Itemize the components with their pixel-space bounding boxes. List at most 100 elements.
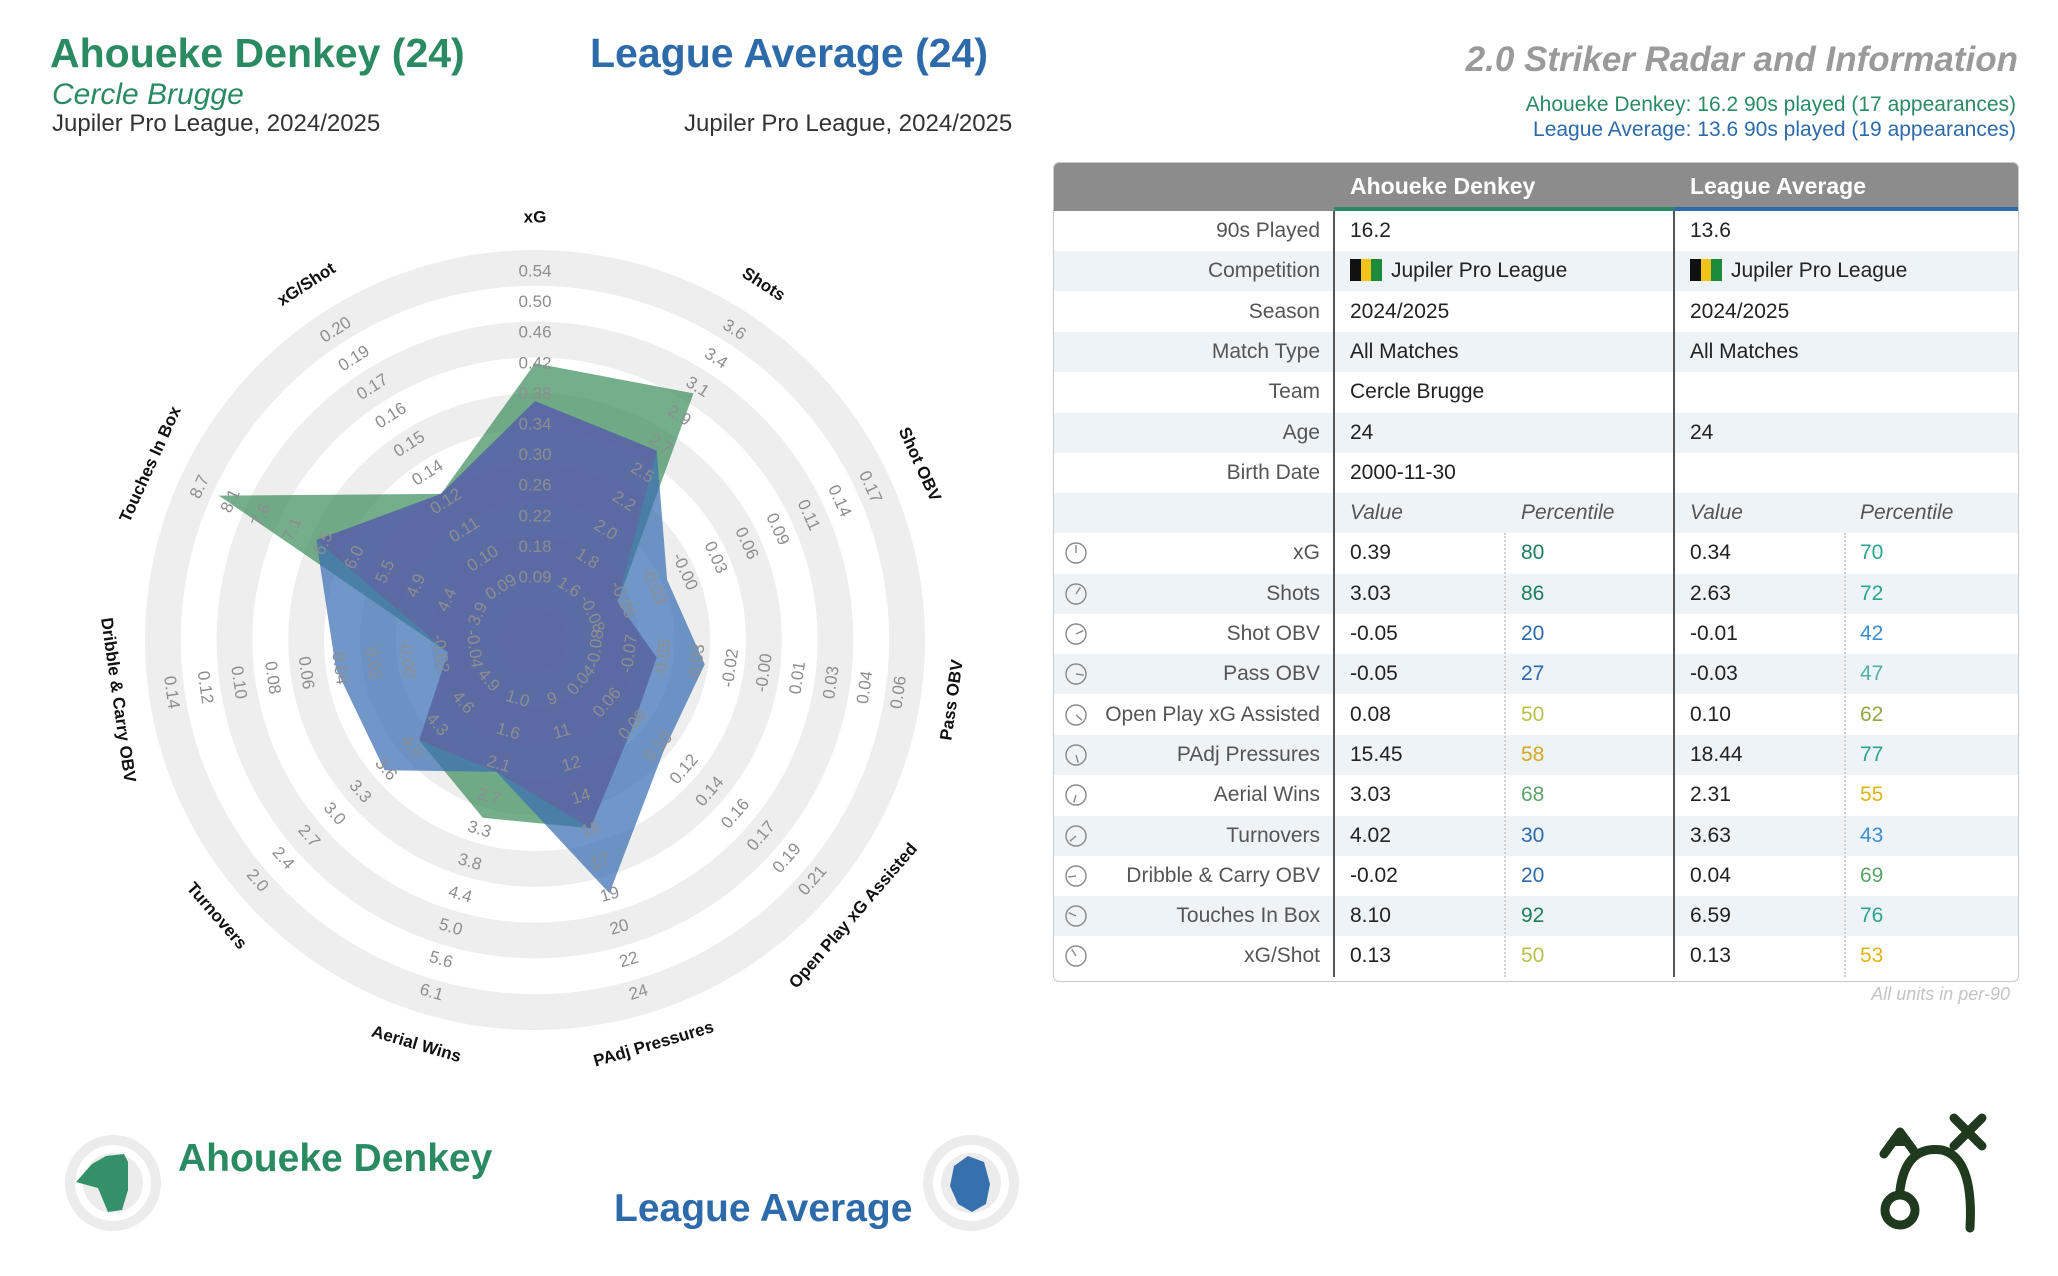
radar-tick-label: 0.38	[518, 384, 551, 403]
radar-axis-label: Pass OBV	[936, 658, 966, 742]
table-row: Aerial Wins 3.03 68 2.31 55	[1054, 775, 2018, 815]
row-label: Birth Date	[1226, 460, 1320, 484]
player-legend-radar-icon	[65, 1135, 161, 1231]
metric-label: Dribble & Carry OBV	[1126, 863, 1320, 887]
player-percentile: 27	[1521, 662, 1545, 686]
radar-tick-label: 0.42	[518, 353, 551, 372]
player-title: Ahoueke Denkey (24)	[50, 30, 465, 76]
radar-tick-label: 0.04	[853, 670, 877, 705]
radar-tick-label: 16	[579, 817, 603, 841]
percentile-divider	[1504, 533, 1506, 977]
player-league-season: Jupiler Pro League, 2024/2025	[52, 110, 381, 137]
player-value: Cercle Brugge	[1350, 380, 1485, 404]
info-title: 2.0 Striker Radar and Information	[1465, 40, 2018, 79]
radar-tick-label: 0.22	[518, 506, 551, 525]
average-metric-value: -0.03	[1690, 662, 1738, 686]
table-row: Pass OBV -0.05 27 -0.03 47	[1054, 654, 2018, 695]
radar-tick-label: 0.46	[518, 323, 551, 342]
average-percentile: 77	[1860, 742, 1884, 766]
radar-axis-label: PAdj Pressures	[591, 1017, 716, 1070]
average-metric-value: 2.63	[1690, 581, 1731, 605]
radar-tick-label: 12	[560, 752, 584, 776]
radar-tick-label: 0.10	[227, 665, 251, 700]
average-percentile: 53	[1860, 944, 1884, 968]
average-metric-value: 3.63	[1690, 823, 1731, 847]
radar-tick-label: 0.04	[328, 650, 352, 685]
radar-tick-label: 0.06	[886, 675, 910, 710]
player-percentile: 80	[1521, 541, 1545, 565]
player-metric-value: 0.13	[1350, 944, 1391, 968]
player-metric-value: 3.03	[1350, 581, 1391, 605]
table-row: Match Type All Matches All Matches	[1054, 331, 2018, 372]
column-average-header: League Average	[1674, 163, 2018, 211]
average-metric-value: 0.04	[1690, 863, 1731, 887]
player-value: 2024/2025	[1350, 299, 1450, 323]
player-percentile: 20	[1521, 863, 1545, 887]
average-percentile: 76	[1860, 904, 1884, 928]
radar-tick-label: 0.08	[261, 660, 285, 695]
competition-cell: Jupiler Pro League	[1690, 251, 1907, 291]
belgium-flag-icon	[1350, 258, 1382, 281]
average-percentile: 72	[1860, 581, 1884, 605]
clock-icon	[1065, 865, 1087, 887]
table-row: Age 24 24	[1054, 412, 2018, 453]
clock-icon	[1065, 582, 1087, 605]
player-percentile: 92	[1521, 904, 1545, 928]
clock-icon	[1065, 542, 1087, 565]
radar-tick-label: 0.50	[518, 292, 551, 311]
average-percentile: 70	[1860, 541, 1884, 565]
average-legend-radar-icon	[923, 1135, 1019, 1231]
average-league-season: Jupiler Pro League, 2024/2025	[684, 110, 1013, 137]
player-percentile: 20	[1521, 622, 1545, 645]
info-table: Ahoueke Denkey League Average 90s Played…	[1053, 162, 2019, 982]
player-value: 16.2	[1350, 219, 1391, 242]
player-metric-value: 0.39	[1350, 541, 1391, 565]
player-percentile: 50	[1521, 944, 1545, 968]
table-row: Turnovers 4.02 30 3.63 43	[1054, 815, 2018, 856]
radar-polygons	[218, 363, 705, 894]
clock-icon	[1065, 623, 1087, 645]
table-row: PAdj Pressures 15.45 58 18.44 77	[1054, 734, 2018, 775]
radar-tick-label: 0.03	[819, 665, 843, 700]
units-note: All units in per-90	[1871, 984, 2010, 1004]
overlap-radar-polygon	[316, 401, 657, 829]
table-row: Team Cercle Brugge	[1054, 372, 2018, 412]
player-percentile: 50	[1521, 702, 1545, 726]
row-label: Age	[1282, 420, 1320, 444]
radar-axis-label: Dribble & Carry OBV	[97, 616, 140, 784]
player-legend-label: Ahoueke Denkey	[178, 1137, 493, 1180]
player-metric-value: -0.05	[1350, 662, 1398, 686]
metric-label: Pass OBV	[1223, 662, 1320, 686]
average-percentile: 55	[1860, 783, 1884, 807]
average-title: League Average (24)	[590, 30, 989, 76]
average-percentile: 62	[1860, 702, 1884, 726]
radar-tick-labels: 0.09 0.18 0.22 0.26 0.30 0.34 0.38 0.42 0.46 0.50…	[160, 261, 910, 1004]
clock-icon	[1065, 824, 1087, 847]
radar-chart: 0.09 0.18 0.22 0.26 0.30 0.34 0.38 0.42 0.46 0.50…	[97, 207, 967, 1070]
metric-label: Aerial Wins	[1213, 783, 1320, 807]
radar-tick-label: 20	[607, 915, 631, 939]
average-percentile: 69	[1860, 863, 1884, 887]
radar-tick-label: 14	[569, 785, 593, 809]
average-minutes-note: League Average: 13.6 90s played (19 appe…	[1533, 118, 2016, 141]
column-player-header: Ahoueke Denkey	[1334, 163, 1674, 211]
metric-label: xG	[1293, 541, 1320, 565]
radar-tick-label: 17	[588, 850, 612, 874]
radar-tick-label: 0.12	[194, 670, 218, 705]
player-metric-value: 15.45	[1350, 742, 1403, 766]
average-percentile: 43	[1860, 823, 1884, 847]
radar-axis-label: xG/Shot	[274, 258, 339, 309]
radar-tick-label: 0.01	[785, 660, 809, 695]
percentile-divider	[1844, 533, 1846, 977]
player-percentile: 68	[1521, 783, 1545, 807]
radar-axis-label: xG	[524, 207, 547, 226]
radar-axis-label: Aerial Wins	[369, 1022, 463, 1066]
average-value: 2024/2025	[1690, 299, 1790, 323]
table-row: Value Percentile Value Percentile	[1054, 493, 2018, 534]
average-metric-value: 2.31	[1690, 783, 1731, 807]
table-row: Birth Date 2000-11-30	[1054, 453, 2018, 493]
table-row: Shot OBV -0.05 20 -0.01 42	[1054, 614, 2018, 654]
average-metric-value: 6.59	[1690, 904, 1731, 928]
radar-tick-label: 22	[617, 948, 641, 972]
radar-tick-label: 24	[627, 980, 651, 1004]
